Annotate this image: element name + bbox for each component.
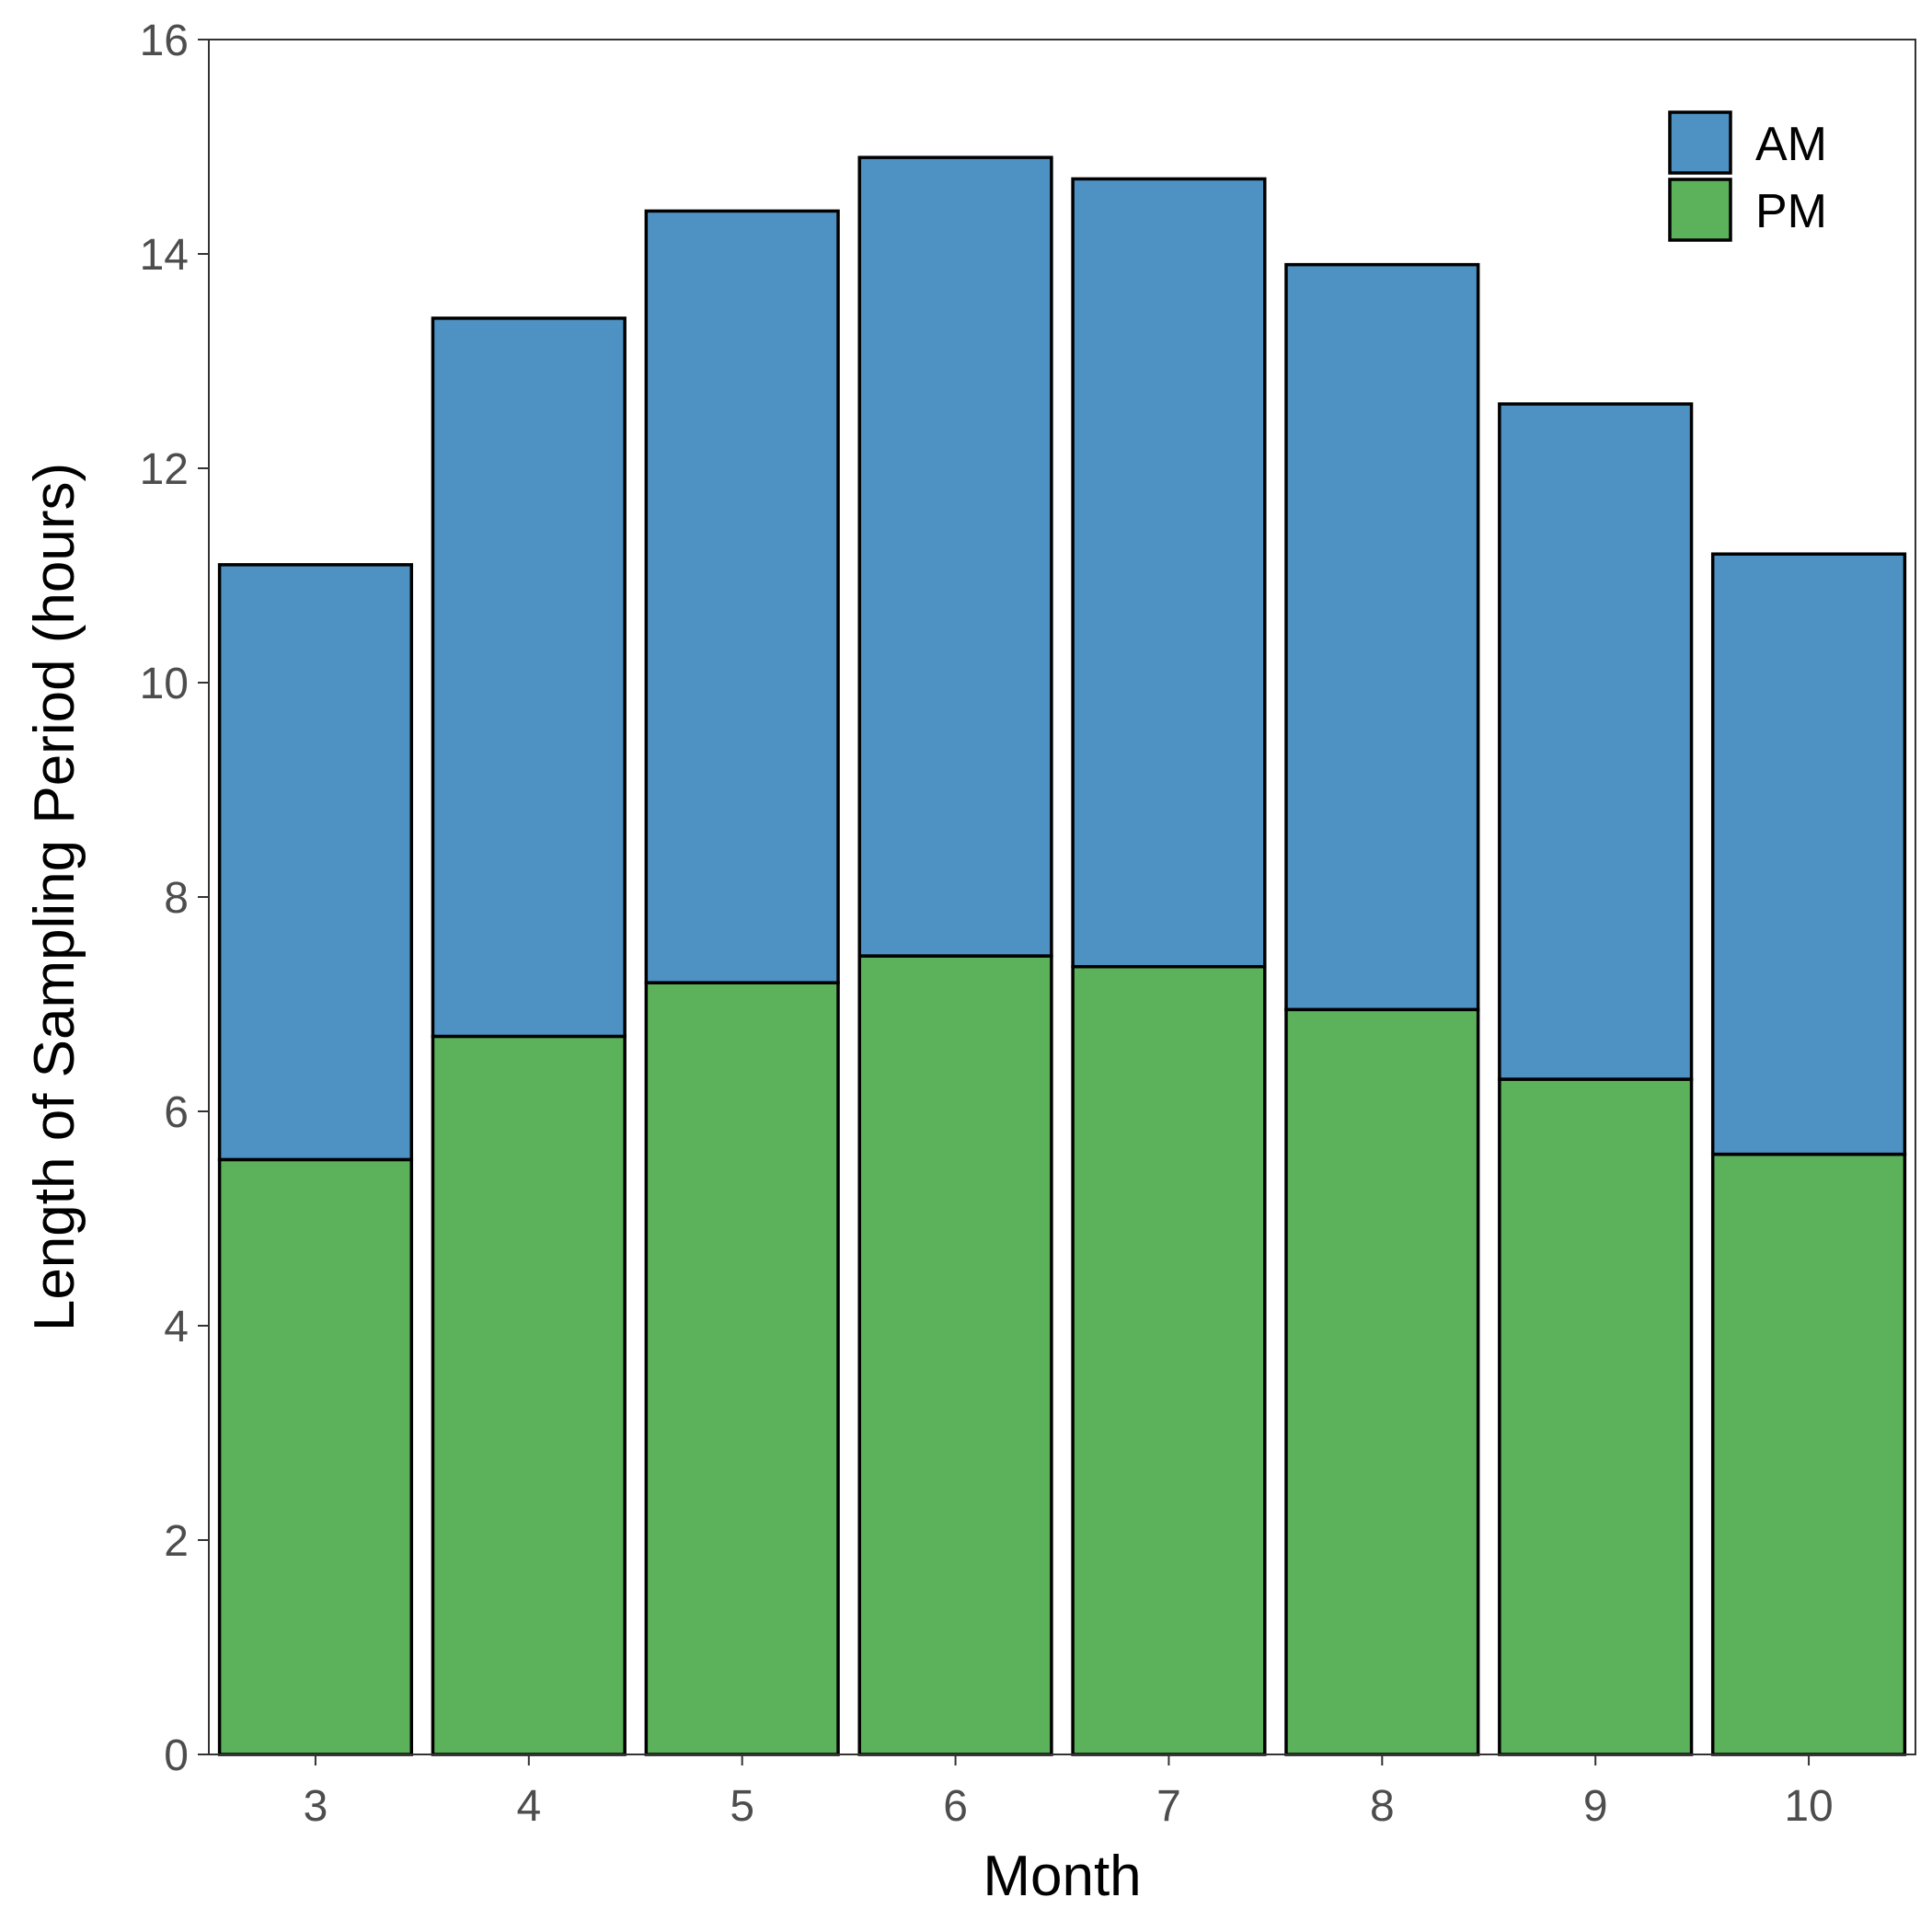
bars-group [217,155,1907,1756]
legend-key-am [1668,110,1732,175]
y-tick-label-14: 14 [140,231,189,280]
y-tick-label-8: 8 [164,874,189,923]
y-tick-label-10: 10 [140,660,189,708]
y-tick-label-4: 4 [164,1303,189,1351]
y-tick-label-6: 6 [164,1088,189,1137]
x-axis: 3 4 5 6 7 8 9 10 [304,1754,1834,1831]
legend-label-pm: PM [1755,185,1827,238]
x-tick-label-6: 6 [943,1782,968,1831]
x-tick-label-4: 4 [516,1782,541,1831]
x-tick-label-9: 9 [1583,1782,1608,1831]
y-axis-title: Length of Sampling Period (hours) [23,463,86,1331]
bar-pm-10 [1710,1152,1907,1756]
x-tick-label-7: 7 [1156,1782,1181,1831]
bar-am-9 [1498,402,1694,1081]
bar-pm-6 [857,954,1053,1756]
bar-am-3 [217,563,414,1162]
legend-label-am: AM [1755,118,1827,171]
legend-key-pm [1668,178,1732,242]
y-tick-label-12: 12 [140,445,189,494]
bar-am-4 [431,316,627,1039]
bar-am-6 [857,155,1053,958]
bar-pm-5 [644,981,840,1756]
bar-pm-4 [431,1034,627,1756]
y-axis: 0 2 4 6 8 10 12 14 16 [140,17,209,1780]
x-tick-label-3: 3 [304,1782,328,1831]
bar-pm-8 [1284,1007,1480,1756]
y-tick-label-0: 0 [164,1731,189,1780]
x-tick-label-8: 8 [1370,1782,1395,1831]
legend: AM PM [1668,110,1827,242]
bar-am-10 [1710,552,1907,1156]
bar-pm-3 [217,1157,414,1756]
bar-am-5 [644,209,840,984]
y-tick-label-16: 16 [140,17,189,65]
bar-pm-7 [1071,964,1267,1756]
bar-am-7 [1071,177,1267,969]
x-tick-label-10: 10 [1784,1782,1833,1831]
y-tick-label-2: 2 [164,1517,189,1566]
bar-am-8 [1284,262,1480,1012]
x-axis-title: Month [983,1845,1141,1908]
bar-pm-9 [1498,1077,1694,1756]
x-tick-label-5: 5 [730,1782,754,1831]
